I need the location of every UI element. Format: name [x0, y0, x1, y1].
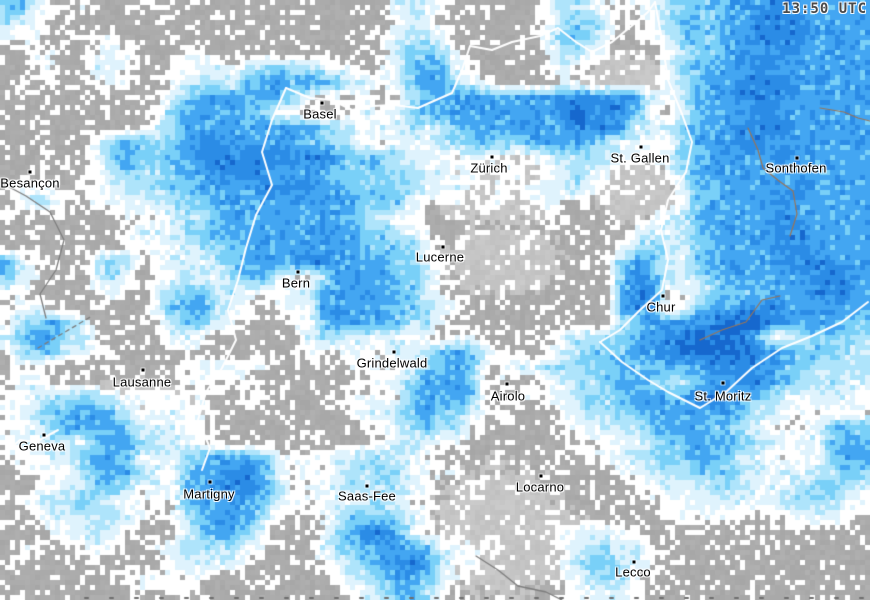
city-dot: [141, 368, 145, 372]
city-dot: [42, 433, 46, 437]
city-label: St. Gallen: [610, 150, 670, 166]
city-label: Sonthofen: [765, 160, 827, 176]
city-label: Besançon: [0, 175, 60, 191]
city-label: Martigny: [183, 486, 235, 502]
city-label: Bern: [281, 275, 311, 291]
city-label: Lucerne: [415, 249, 465, 265]
city-label: Saas-Fee: [338, 488, 396, 504]
city-dot: [721, 381, 725, 385]
city-label: Locarno: [515, 479, 565, 495]
city-dot: [28, 170, 32, 174]
city-dot: [320, 101, 324, 105]
city-dot: [539, 474, 543, 478]
city-label: St. Moritz: [694, 388, 752, 404]
city-dot: [505, 382, 509, 386]
city-label: Zürich: [470, 160, 508, 176]
city-dot: [392, 350, 396, 354]
city-dot: [365, 484, 369, 488]
timestamp-label: 13:50 UTC: [782, 1, 867, 17]
city-label: Airolo: [490, 388, 526, 404]
city-dot: [632, 560, 636, 564]
city-dot: [795, 156, 799, 160]
city-label: Grindelwald: [356, 355, 428, 371]
city-dot: [639, 145, 643, 149]
city-label: Chur: [646, 299, 676, 315]
city-dot: [441, 245, 445, 249]
city-label: Basel: [303, 106, 337, 122]
city-label: Lecco: [615, 564, 651, 580]
city-dot: [296, 270, 300, 274]
city-label: Geneva: [18, 438, 66, 454]
city-dot: [490, 155, 494, 159]
city-label: Lausanne: [112, 374, 172, 390]
city-dot: [661, 294, 665, 298]
city-dot: [208, 480, 212, 484]
